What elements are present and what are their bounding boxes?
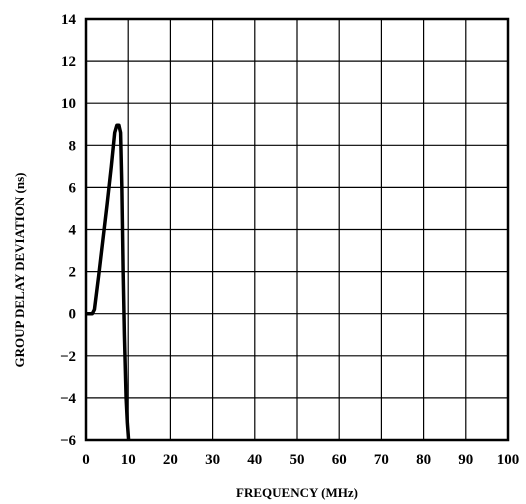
x-tick-label: 90 [458,452,473,468]
y-tick-label: 2 [69,265,77,281]
series-line [86,123,131,441]
y-tick-label: 6 [69,180,77,196]
x-tick-label: 60 [332,452,347,468]
y-tick-label: −6 [60,433,77,449]
x-tick-label: 70 [374,452,389,468]
y-tick-label: −4 [60,391,77,407]
y-tick-label: 10 [61,96,76,112]
x-tick-label: 30 [205,452,220,468]
x-tick-label: 50 [290,452,305,468]
x-tick-label: 20 [163,452,178,468]
y-axis-label: GROUP DELAY DEVIATION (ns) [12,173,27,368]
y-tick-labels: 14 12 10 8 6 4 2 0 −2 −4 −6 [60,12,77,449]
y-tick-label: 4 [69,223,77,239]
series-layer [86,123,131,441]
x-tick-label: 0 [82,452,90,468]
x-tick-label: 80 [416,452,431,468]
plot-frame [84,17,510,442]
x-tick-label: 40 [247,452,262,468]
y-tick-label: 14 [61,12,77,28]
x-tick-label: 100 [497,452,520,468]
y-tick-label: 0 [69,307,77,323]
y-tick-label: 8 [69,138,77,154]
y-tick-label: 12 [61,54,76,70]
grid [85,18,509,441]
x-axis-label: FREQUENCY (MHz) [236,485,358,500]
x-tick-labels: 0 10 20 30 40 50 60 70 80 90 100 [82,452,519,468]
y-tick-label: −2 [60,349,76,365]
x-tick-label: 10 [121,452,136,468]
